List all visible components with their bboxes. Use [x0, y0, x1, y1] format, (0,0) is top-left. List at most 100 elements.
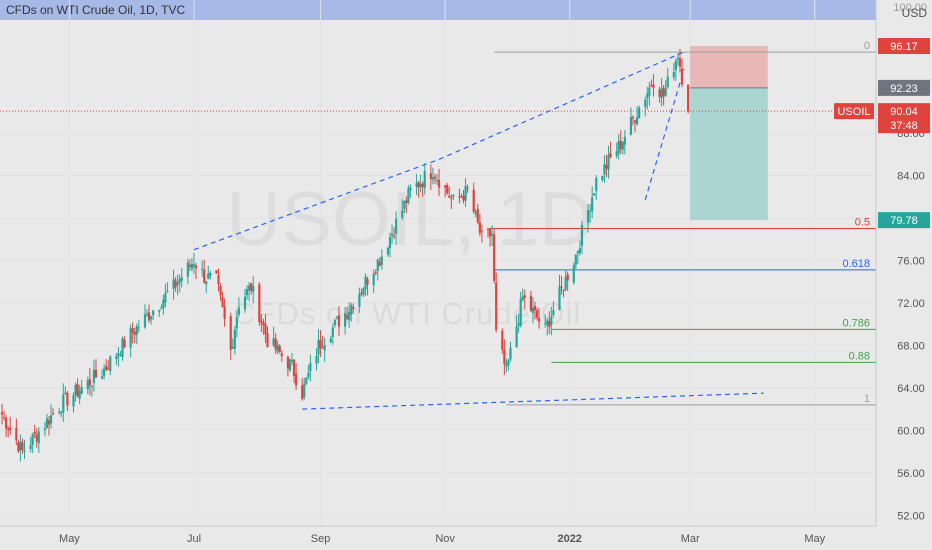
- candle-body: [0, 412, 4, 415]
- candle-body: [315, 355, 318, 364]
- watermark-description: CFDs on WTI Crude Oil: [233, 296, 582, 331]
- candle-body: [486, 228, 490, 230]
- candle-body: [458, 196, 461, 198]
- candle-body: [580, 224, 584, 246]
- candle-body: [423, 171, 426, 188]
- candle-body: [578, 248, 582, 254]
- candle-body: [301, 385, 304, 400]
- candle-body: [529, 295, 533, 311]
- candle-body: [517, 323, 520, 326]
- price-tag: [878, 79, 930, 96]
- price-tag-value: 79.78: [890, 215, 918, 227]
- candle-body: [478, 222, 481, 233]
- candle-body: [491, 233, 494, 236]
- candle-body: [60, 411, 63, 414]
- candle-body: [595, 177, 598, 192]
- candle-body: [376, 259, 379, 271]
- candle-body: [415, 183, 418, 187]
- candle-body: [180, 277, 183, 281]
- candle-body: [493, 234, 496, 281]
- candle-body: [23, 450, 26, 452]
- price-tick-label: 60.00: [897, 425, 925, 437]
- candle-body: [591, 197, 594, 212]
- candle-body: [629, 116, 633, 135]
- fib-level-label: 0.618: [842, 258, 870, 270]
- price-tick-label: 56.00: [897, 468, 925, 480]
- candle-body: [158, 309, 161, 312]
- candle-body: [31, 434, 34, 445]
- candle-body: [635, 117, 639, 124]
- unit-label: USD: [902, 6, 928, 20]
- candle-body: [589, 210, 592, 212]
- candle-body: [476, 209, 479, 223]
- candle-body: [417, 182, 420, 188]
- candle-body: [237, 307, 241, 315]
- time-axis[interactable]: May Jul Sep Nov 2022 Mar May: [0, 525, 932, 550]
- candle-body: [43, 428, 47, 431]
- candle-body: [644, 99, 647, 107]
- position-zones[interactable]: [690, 46, 768, 221]
- candle-body: [658, 89, 661, 97]
- price-tick-label: 52.00: [897, 510, 925, 522]
- candle-body: [274, 338, 277, 350]
- candle-body: [264, 323, 267, 335]
- candle-body: [152, 310, 155, 316]
- candle-body: [103, 368, 106, 376]
- candle-body: [150, 316, 153, 320]
- candle-body: [80, 387, 83, 394]
- candle-body: [374, 272, 377, 274]
- candle-body: [362, 288, 365, 295]
- candle-body: [429, 173, 432, 180]
- candle-body: [15, 427, 18, 441]
- candle-body: [35, 434, 38, 442]
- candle-body: [343, 313, 347, 327]
- candle-body: [501, 330, 504, 350]
- candle-body: [105, 366, 108, 370]
- trendline: [644, 68, 685, 200]
- candle-body: [137, 327, 140, 329]
- candle-body: [303, 383, 306, 397]
- candle-body: [260, 320, 263, 323]
- candle-body: [395, 218, 398, 234]
- candle-body: [62, 394, 65, 413]
- candle-body: [248, 285, 251, 291]
- candle-body: [646, 93, 649, 99]
- candle-body: [609, 152, 612, 158]
- candle-body: [352, 307, 355, 309]
- candle-body: [329, 338, 332, 343]
- candle-body: [174, 280, 177, 288]
- price-tick-label: 64.00: [897, 383, 925, 395]
- candle-body: [652, 84, 655, 88]
- candle-body: [380, 256, 383, 265]
- fib-level-label: 0.786: [842, 317, 870, 329]
- candle-body: [521, 296, 524, 301]
- trendlines[interactable]: [193, 50, 764, 410]
- candle-body: [358, 294, 361, 307]
- candle-body: [47, 420, 51, 425]
- candle-body: [164, 292, 167, 303]
- candle-body: [421, 183, 424, 187]
- fib-retracement[interactable]: [490, 51, 876, 406]
- candle-body: [660, 88, 663, 98]
- candle-body: [109, 356, 112, 372]
- price-tag: [878, 38, 930, 55]
- candle-body: [123, 340, 126, 348]
- candle-body: [446, 184, 449, 194]
- candle-body: [607, 155, 610, 170]
- price-tick-label: 84.00: [897, 170, 925, 182]
- candle-body: [650, 84, 653, 87]
- price-tag-value: 92.23: [890, 83, 918, 95]
- candle-body: [533, 306, 537, 311]
- price-tag-value: 96.17: [890, 41, 918, 53]
- fib-level-label: 0: [864, 40, 870, 52]
- candle-body: [678, 58, 682, 67]
- candle-body: [117, 353, 120, 356]
- candle-body: [386, 248, 390, 255]
- candle-body: [558, 286, 561, 311]
- candle-body: [335, 317, 339, 319]
- candle-body: [392, 235, 396, 237]
- chart-header-band: [0, 0, 876, 20]
- fib-level-label: 0.88: [849, 350, 870, 362]
- candle-body: [49, 415, 53, 424]
